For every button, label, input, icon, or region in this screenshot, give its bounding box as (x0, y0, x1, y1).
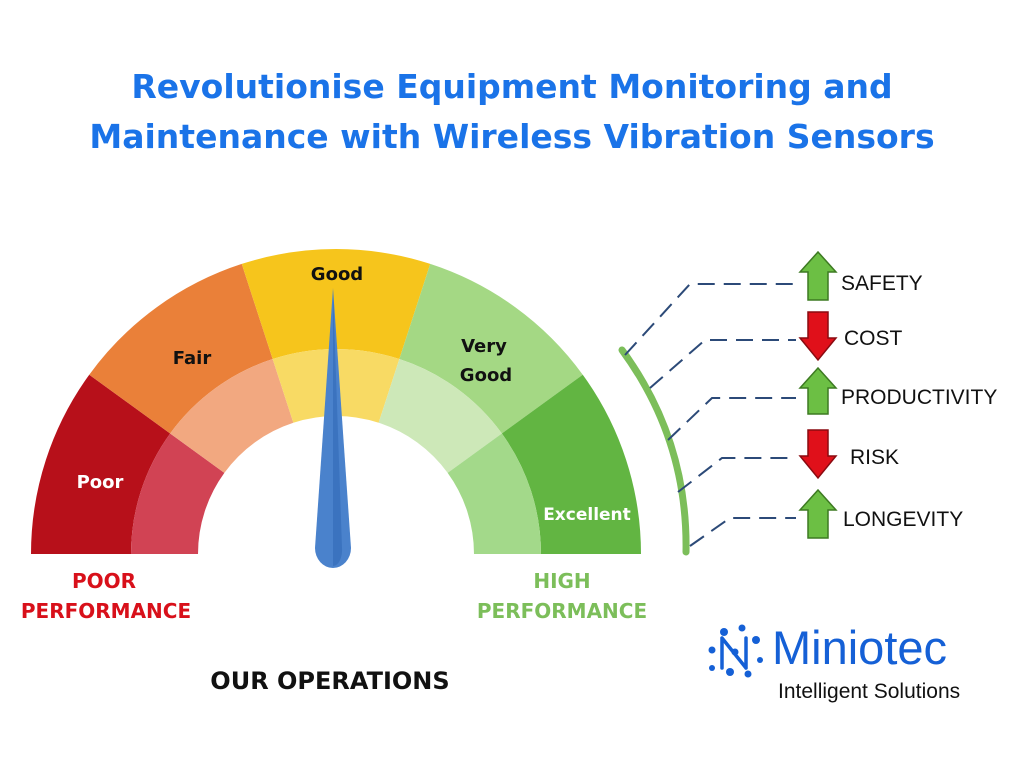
gauge-segment-outer-excellent (501, 374, 641, 554)
connector-longevity (689, 517, 796, 547)
performance-gauge: Poor Fair Good Very Good Excellent (31, 249, 641, 568)
gauge-segment-inner-fair (170, 359, 294, 473)
high-performance-line-2: PERFORMANCE (477, 599, 647, 623)
segment-label-very: Very (461, 336, 507, 357)
outcome-longevity: LONGEVITY (798, 488, 963, 539)
segment-label-very-good: Good (460, 365, 512, 386)
outcome-label-safety: SAFETY (841, 272, 923, 295)
segment-label-fair: Fair (173, 348, 212, 369)
gauge-segment-inner-excellent (447, 433, 541, 554)
outcome-label-productivity: PRODUCTIVITY (841, 386, 997, 409)
arrow-up-icon (798, 488, 838, 539)
logo-name: Miniotec (772, 621, 948, 674)
outcome-connectors (624, 283, 796, 547)
segment-label-good: Good (311, 264, 363, 285)
molecule-icon (708, 624, 763, 678)
arrow-up-icon (798, 250, 838, 301)
outcome-productivity: PRODUCTIVITY (798, 366, 997, 415)
gauge-segment-outer-very-good (399, 263, 583, 434)
gauge-segment-outer-poor (31, 374, 171, 554)
logo-tagline: Intelligent Solutions (778, 680, 961, 703)
outcome-label-cost: COST (844, 327, 903, 350)
gauge-needle-highlight (333, 290, 343, 567)
arrow-down-icon (798, 311, 838, 362)
poor-performance-line-2: PERFORMANCE (21, 599, 191, 623)
high-performance-line-1: HIGH (533, 569, 590, 593)
outcome-safety: SAFETY (798, 250, 923, 301)
outcome-cost: COST (798, 311, 903, 362)
outcome-label-longevity: LONGEVITY (843, 508, 963, 531)
title-line-2: Maintenance with Wireless Vibration Sens… (89, 117, 935, 156)
gauge-segment-inner-poor (131, 433, 225, 554)
arrow-up-icon (798, 366, 838, 415)
title-line-1: Revolutionise Equipment Monitoring and (131, 67, 893, 106)
segment-label-excellent: Excellent (543, 505, 631, 525)
segment-label-poor: Poor (77, 472, 124, 493)
outcome-risk: RISK (798, 429, 899, 480)
connector-cost (649, 339, 796, 389)
poor-performance-line-1: POOR (72, 569, 136, 593)
gauge-segment-outer-fair (89, 263, 273, 434)
connector-safety (624, 283, 796, 356)
connector-productivity (667, 397, 796, 441)
outcome-bracket (618, 346, 690, 556)
gauge-segment-inner-very-good (378, 359, 502, 473)
operations-caption: OUR OPERATIONS (210, 667, 449, 695)
gauge-segment-outer-good (241, 249, 431, 360)
outcome-label-risk: RISK (850, 446, 899, 469)
arrow-down-icon (798, 429, 838, 480)
connector-risk (677, 457, 796, 493)
page-title: Revolutionise Equipment Monitoring and M… (0, 62, 1024, 162)
